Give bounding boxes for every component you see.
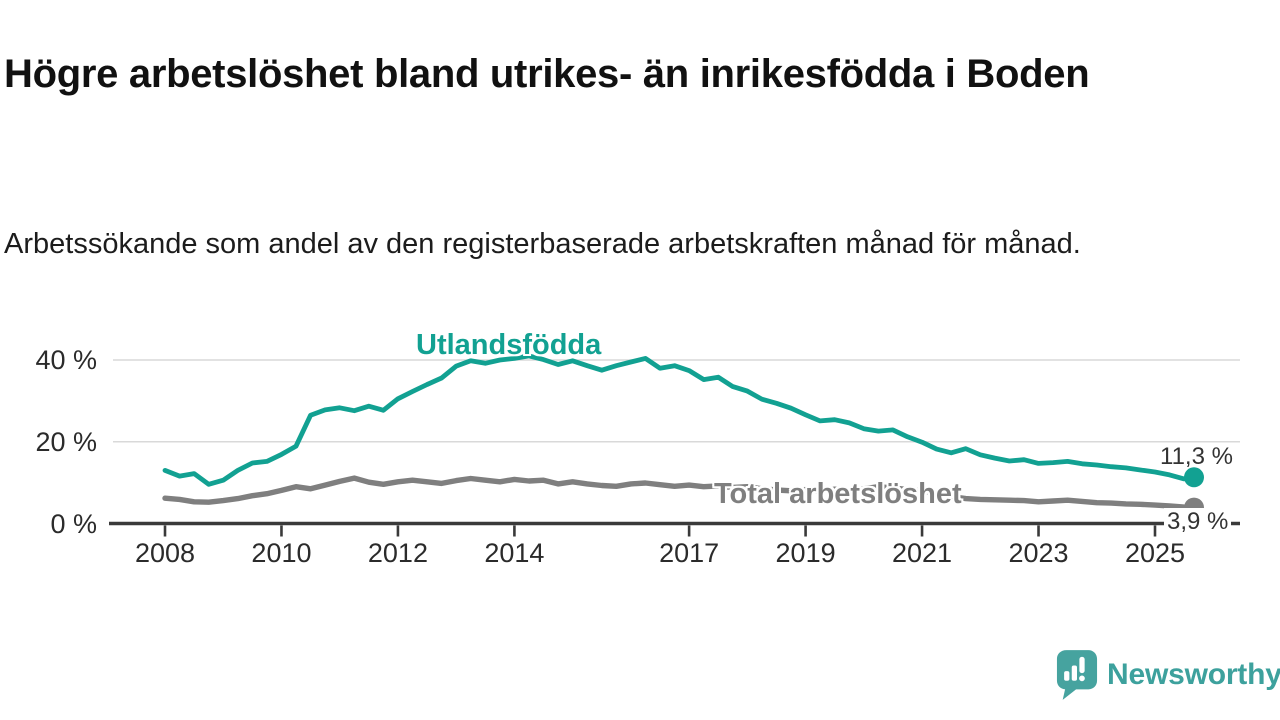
x-axis-label: 2025 — [1124, 538, 1186, 568]
x-axis-label: 2008 — [134, 538, 196, 568]
series-endpoint-dot-utlandsfodda — [1184, 467, 1204, 488]
x-axis-label: 2019 — [775, 538, 836, 568]
end-value-label-utlandsfodda: 11,3 % — [1160, 443, 1233, 470]
y-axis-label: 0 % — [50, 508, 97, 539]
series-line-total — [162, 475, 1197, 511]
page-title: Högre arbetslöshet bland utrikes- än inr… — [4, 51, 1090, 96]
y-axis-label: 40 % — [35, 345, 97, 375]
x-axis-label: 2023 — [1008, 538, 1069, 568]
x-axis-label: 2012 — [367, 538, 428, 568]
y-axis-label: 20 % — [35, 426, 97, 457]
series-label-total-arbetsloshet: Total arbetslöshet — [714, 478, 962, 510]
end-value-label-total-arbetsloshet: 3,9 % — [1164, 508, 1232, 536]
series-line-utlandsfodda — [162, 353, 1197, 487]
newsworthy-logo: Newsworthy — [1056, 648, 1280, 702]
speech-bubble-bar-chart-icon — [1056, 650, 1098, 700]
x-axis-label: 2014 — [484, 538, 545, 568]
x-axis-label: 2021 — [892, 538, 953, 568]
series-label-utlandsfodda: Utlandsfödda — [416, 329, 602, 361]
x-axis-label: 2017 — [659, 538, 720, 568]
newsworthy-logo-text: Newsworthy — [1107, 658, 1280, 691]
chart-subtitle: Arbetssökande som andel av den registerb… — [4, 228, 1081, 260]
x-axis-label: 2010 — [251, 538, 312, 568]
